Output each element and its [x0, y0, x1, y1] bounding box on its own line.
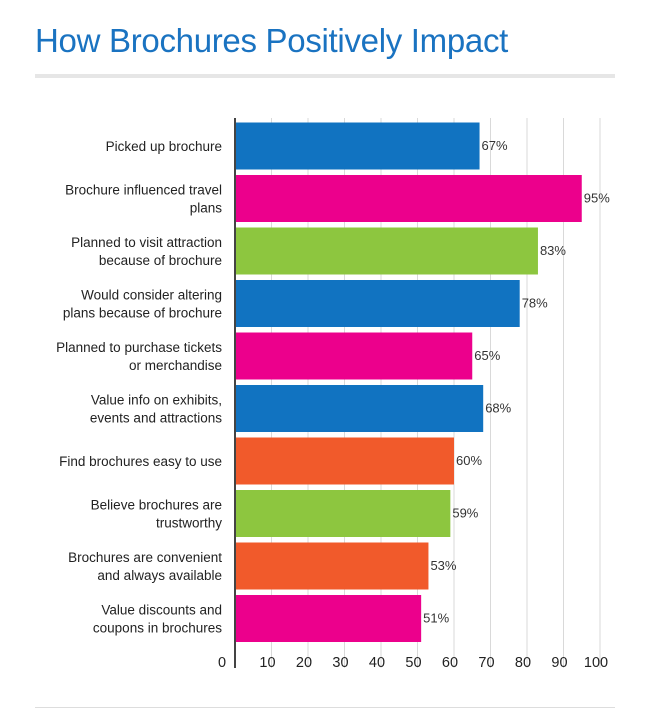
data-label-8: 59% — [452, 506, 478, 521]
data-label-2: 95% — [584, 191, 610, 206]
x-tick-90: 90 — [551, 655, 567, 671]
bar-7 — [235, 437, 454, 485]
category-label-8: Believe brochures are trustworthy — [91, 498, 223, 531]
x-tick-20: 20 — [296, 655, 312, 671]
category-label-5: Planned to purchase tickets or merchandis… — [56, 340, 222, 373]
bar-6 — [235, 385, 484, 432]
category-label-9: Brochures are convenient and always avail… — [68, 550, 222, 583]
bar-8 — [235, 490, 451, 537]
bar-5 — [235, 332, 473, 380]
data-labels: 67% 95% 83% 78% 65% 68% 60% 59% 53% 51% — [423, 138, 610, 626]
category-label-3: Planned to visit attraction because of br… — [71, 235, 222, 268]
data-label-3: 83% — [540, 243, 566, 258]
x-tick-40: 40 — [369, 655, 385, 671]
chart-title: How Brochures Positively Impact — [35, 22, 509, 59]
title-divider — [35, 74, 615, 78]
category-label-6: Value info on exhibits, events and attrac… — [90, 393, 222, 426]
data-label-5: 65% — [474, 348, 500, 363]
category-label-1: Picked up brochure — [106, 139, 222, 154]
bar-9 — [235, 542, 429, 590]
bar-4 — [235, 280, 520, 327]
bars — [235, 122, 582, 642]
data-label-1: 67% — [482, 138, 508, 153]
data-label-10: 51% — [423, 611, 449, 626]
x-tick-100: 100 — [584, 655, 608, 671]
category-label-4: Would consider altering plans because of … — [63, 288, 222, 321]
category-labels: Picked up brochure Brochure influenced tr… — [56, 139, 222, 636]
data-label-7: 60% — [456, 453, 482, 468]
x-tick-50: 50 — [405, 655, 421, 671]
x-tick-60: 60 — [442, 655, 458, 671]
data-label-9: 53% — [430, 558, 456, 573]
x-tick-70: 70 — [478, 655, 494, 671]
x-tick-labels: 0 10 20 30 40 50 60 70 80 90 100 — [218, 655, 608, 671]
category-label-2: Brochure influenced travel plans — [65, 183, 222, 216]
bar-2 — [235, 175, 582, 222]
bar-3 — [235, 227, 538, 275]
x-tick-80: 80 — [515, 655, 531, 671]
x-tick-10: 10 — [259, 655, 275, 671]
category-label-10: Value discounts and coupons in brochures — [93, 603, 222, 636]
data-label-4: 78% — [522, 296, 548, 311]
bar-1 — [235, 122, 480, 170]
x-tick-30: 30 — [332, 655, 348, 671]
category-label-7: Find brochures easy to use — [59, 454, 222, 469]
data-label-6: 68% — [485, 401, 511, 416]
bar-10 — [235, 595, 422, 642]
x-tick-0: 0 — [218, 655, 226, 671]
bottom-divider — [35, 707, 615, 708]
